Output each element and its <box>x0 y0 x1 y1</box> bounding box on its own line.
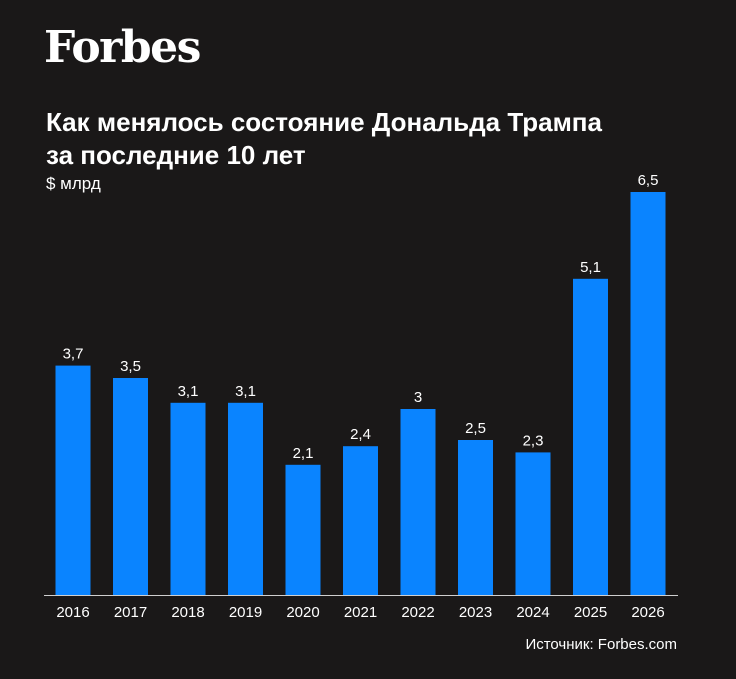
value-label-2017: 3,5 <box>120 358 141 375</box>
value-label-2023: 2,5 <box>465 420 486 437</box>
x-tick-label-2017: 2017 <box>114 604 147 621</box>
bar-2022 <box>400 409 436 595</box>
bar-2026 <box>630 192 666 595</box>
bar-2021 <box>343 446 378 595</box>
x-tick-label-2025: 2025 <box>574 604 607 621</box>
x-tick-label-2021: 2021 <box>344 604 377 621</box>
value-label-2024: 2,3 <box>523 432 544 449</box>
x-tick-label-2026: 2026 <box>631 604 664 621</box>
value-label-2025: 5,1 <box>580 259 601 276</box>
bar-2025 <box>573 278 608 595</box>
value-label-2022: 3 <box>414 389 422 406</box>
bar-2020 <box>285 464 321 595</box>
value-label-2018: 3,1 <box>178 383 199 400</box>
bar-2024 <box>515 452 551 595</box>
value-label-2016: 3,7 <box>63 346 84 363</box>
forbes-logo: Forbes <box>44 22 201 73</box>
bar-2017 <box>113 378 148 595</box>
source-note: Источник: Forbes.com <box>525 636 677 653</box>
x-tick-labels-group: 2016 2017 2018 2019 2020 2021 2022 2023 2024 2025… <box>56 604 664 621</box>
x-tick-label-2024: 2024 <box>516 604 549 621</box>
bars-group <box>55 192 666 595</box>
bar-2018 <box>170 402 206 595</box>
chart-title-line-2: за последние 10 лет <box>46 140 306 170</box>
x-tick-label-2020: 2020 <box>286 604 319 621</box>
value-label-2019: 3,1 <box>235 383 256 400</box>
x-tick-label-2019: 2019 <box>229 604 262 621</box>
value-label-2026: 6,5 <box>638 172 659 189</box>
bar-2016 <box>55 365 91 595</box>
bar-2019 <box>228 402 263 595</box>
value-label-2021: 2,4 <box>350 426 371 443</box>
unit-label: $ млрд <box>46 174 101 193</box>
value-label-2020: 2,1 <box>293 445 314 462</box>
value-labels-group: 3,7 3,5 3,1 3,1 2,1 2,4 3 2,5 2,3 5,1 6,5 <box>63 172 659 462</box>
x-tick-label-2016: 2016 <box>56 604 89 621</box>
x-tick-label-2022: 2022 <box>401 604 434 621</box>
chart-title: Как менялось состояние Дональда Трампа з… <box>46 106 686 172</box>
chart-title-line-1: Как менялось состояние Дональда Трампа <box>46 107 602 137</box>
x-tick-label-2018: 2018 <box>171 604 204 621</box>
x-tick-label-2023: 2023 <box>459 604 492 621</box>
bar-2023 <box>458 440 493 595</box>
